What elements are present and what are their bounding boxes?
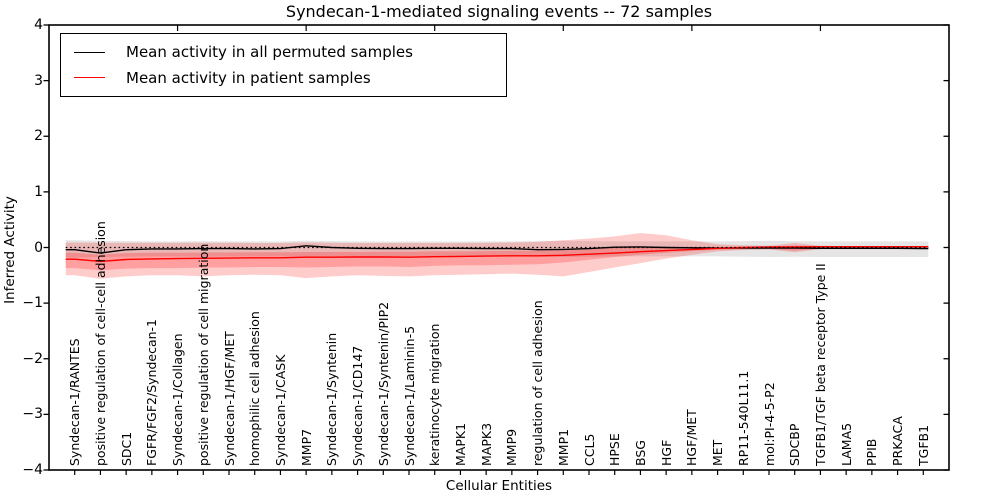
series-line-Mean-activity-in-all-permuted-samples xyxy=(65,245,929,254)
x-category-label: regulation of cell adhesion xyxy=(530,300,546,466)
x-category-label: PPIB xyxy=(864,438,880,466)
chart-title: Syndecan-1-mediated signaling events -- … xyxy=(285,2,713,21)
x-category-label: LAMA5 xyxy=(838,422,854,466)
x-category-label: Syndecan-1/Laminin-5 xyxy=(401,325,417,466)
x-category-label: Syndecan-1/RANTES xyxy=(67,338,83,466)
x-category-label: Syndecan-1/HGF/MET xyxy=(221,331,237,466)
y-tick-label: 3 xyxy=(34,72,43,89)
x-category-label: homophilic cell adhesion xyxy=(247,311,263,466)
x-category-label: MMP1 xyxy=(555,428,571,466)
permuted-line-swatch xyxy=(74,51,105,53)
legend-row-permuted: Mean activity in all permuted samples xyxy=(74,43,506,61)
y-tick-label: −3 xyxy=(22,406,43,423)
x-category-label: Syndecan-1/Syntenin/PIP2 xyxy=(375,301,391,466)
legend-label-permuted: Mean activity in all permuted samples xyxy=(126,43,413,62)
legend-label-patient: Mean activity in patient samples xyxy=(126,68,371,87)
x-category-label: SDC1 xyxy=(118,431,134,466)
x-category-label: CCL5 xyxy=(581,433,597,466)
patient-line-swatch xyxy=(74,77,105,79)
x-category-label: TGFB1 xyxy=(915,424,931,466)
x-category-label: PRKACA xyxy=(890,416,906,466)
x-category-label: MAPK1 xyxy=(452,422,468,466)
x-category-label: positive regulation of cell-cell adhesio… xyxy=(92,221,108,466)
x-category-label: FGFR/FGF2/Syndecan-1 xyxy=(144,319,160,466)
y-tick-label: 0 xyxy=(34,239,43,256)
x-category-label: MMP9 xyxy=(504,428,520,466)
x-category-label: Syndecan-1/CASK xyxy=(272,354,288,466)
x-category-label: keratinocyte migration xyxy=(427,323,443,466)
y-tick-label: 1 xyxy=(34,183,43,200)
y-tick-label: −4 xyxy=(22,462,43,478)
x-category-label: MMP7 xyxy=(298,428,314,466)
x-axis-label: Cellular Entities xyxy=(445,478,553,494)
x-category-label: MET xyxy=(710,439,726,466)
y-tick-label: −1 xyxy=(22,295,43,312)
x-category-label: HPSE xyxy=(607,433,623,466)
y-tick-label: 4 xyxy=(34,17,43,33)
y-tick-label: −2 xyxy=(22,350,43,367)
x-category-label: positive regulation of cell migration xyxy=(195,243,211,466)
x-category-label: RP11-540L11.1 xyxy=(735,370,751,466)
x-category-label: HGF/MET xyxy=(684,409,700,466)
x-category-label: Syndecan-1/Collagen xyxy=(170,333,186,466)
series-line-Mean-activity-in-patient-samples xyxy=(65,245,929,263)
x-category-label: mol:PI-4-5-P2 xyxy=(761,382,777,466)
legend: Mean activity in all permuted samples Me… xyxy=(60,33,507,97)
x-category-label: TGFB1/TGF beta receptor Type II xyxy=(812,263,828,466)
x-category-label: BSG xyxy=(632,440,648,466)
legend-row-patient: Mean activity in patient samples xyxy=(74,69,506,87)
x-category-label: SDCBP xyxy=(787,423,803,466)
y-tick-label: 2 xyxy=(34,128,43,145)
x-category-label: HGF xyxy=(658,439,674,466)
band-patient-samples-inner-band xyxy=(65,245,929,271)
x-category-label: MAPK3 xyxy=(478,422,494,466)
x-category-label: Syndecan-1/Syntenin xyxy=(324,332,340,466)
x-category-label: Syndecan-1/CD147 xyxy=(350,345,366,466)
